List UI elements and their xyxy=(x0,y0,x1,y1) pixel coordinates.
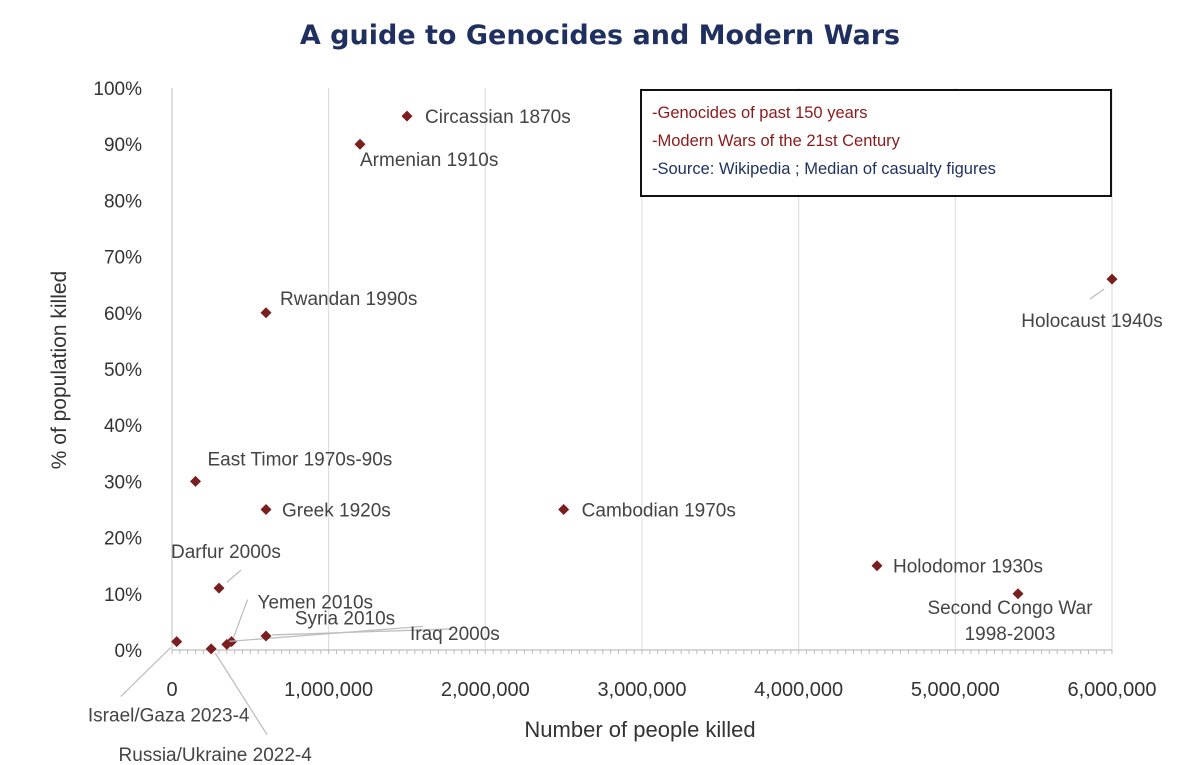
data-point xyxy=(260,307,272,319)
y-tick-label: 20% xyxy=(104,529,142,550)
y-tick-label: 50% xyxy=(104,360,142,381)
y-tick-label: 0% xyxy=(115,641,143,662)
data-point xyxy=(205,643,217,655)
data-point xyxy=(401,110,413,122)
legend-item: -Source: Wikipedia ; Median of casualty … xyxy=(652,160,996,178)
leader-line xyxy=(228,625,423,643)
x-tick-label: 4,000,000 xyxy=(754,679,843,701)
data-label-line: 1998-2003 xyxy=(965,624,1056,645)
data-label: Second Congo War 1998-2003 xyxy=(927,598,1093,645)
chart-title: A guide to Genocides and Modern Wars xyxy=(300,20,900,51)
data-label: Holodomor 1930s xyxy=(893,557,1043,578)
data-point xyxy=(558,504,570,515)
data-label: Circassian 1870s xyxy=(425,107,571,128)
data-label: Iraq 2000s xyxy=(410,624,500,645)
data-label: Greek 1920s xyxy=(282,501,391,522)
data-label: Armenian 1910s xyxy=(360,150,498,171)
data-label: Cambodian 1970s xyxy=(582,501,736,522)
data-point xyxy=(171,636,183,648)
data-label: Darfur 2000s xyxy=(171,542,281,563)
y-tick-label: 10% xyxy=(104,585,142,606)
leader-line xyxy=(1089,288,1105,300)
data-label: Israel/Gaza 2023-4 xyxy=(88,706,250,727)
data-label: East Timor 1970s-90s xyxy=(208,449,393,470)
data-point xyxy=(260,504,272,515)
x-tick-label: 2,000,000 xyxy=(441,679,530,701)
data-point xyxy=(354,138,366,150)
legend-item: -Genocides of past 150 years xyxy=(652,104,868,122)
y-axis-title: % of population killed xyxy=(48,271,71,469)
x-tick-label: 0 xyxy=(166,679,177,701)
data-point xyxy=(221,638,233,650)
data-point xyxy=(871,560,883,572)
data-label: Rwandan 1990s xyxy=(280,289,417,310)
data-point xyxy=(1106,273,1118,285)
y-tick-label: 80% xyxy=(104,191,142,212)
y-tick-label: 70% xyxy=(104,248,142,269)
data-label: Yemen 2010s xyxy=(258,593,374,614)
data-point xyxy=(190,475,201,487)
leader-line xyxy=(214,652,268,736)
y-tick-label: 90% xyxy=(104,135,142,156)
x-axis-title: Number of people killed xyxy=(524,717,755,742)
data-label: Holocaust 1940s xyxy=(1021,311,1163,332)
data-label: Russia/Ukraine 2022-4 xyxy=(119,745,313,765)
legend-item: -Modern Wars of the 21st Century xyxy=(652,132,901,150)
y-tick-label: 30% xyxy=(104,472,142,493)
y-tick-label: 100% xyxy=(93,79,142,100)
leader-line xyxy=(232,599,249,638)
leader-line xyxy=(271,628,453,636)
leader-line xyxy=(120,647,172,698)
x-tick-label: 3,000,000 xyxy=(598,679,687,701)
legend-box xyxy=(640,89,1112,197)
leader-line xyxy=(226,569,242,583)
data-label-line: Second Congo War xyxy=(927,598,1093,619)
data-label: Syria 2010s xyxy=(295,608,395,629)
x-tick-label: 6,000,000 xyxy=(1068,679,1157,701)
x-tick-label: 5,000,000 xyxy=(911,679,1000,701)
data-point xyxy=(1012,588,1024,600)
data-point xyxy=(213,582,225,594)
y-tick-label: 60% xyxy=(104,304,142,325)
x-tick-label: 1,000,000 xyxy=(284,679,373,701)
y-tick-label: 40% xyxy=(104,416,142,437)
data-point xyxy=(260,630,272,642)
